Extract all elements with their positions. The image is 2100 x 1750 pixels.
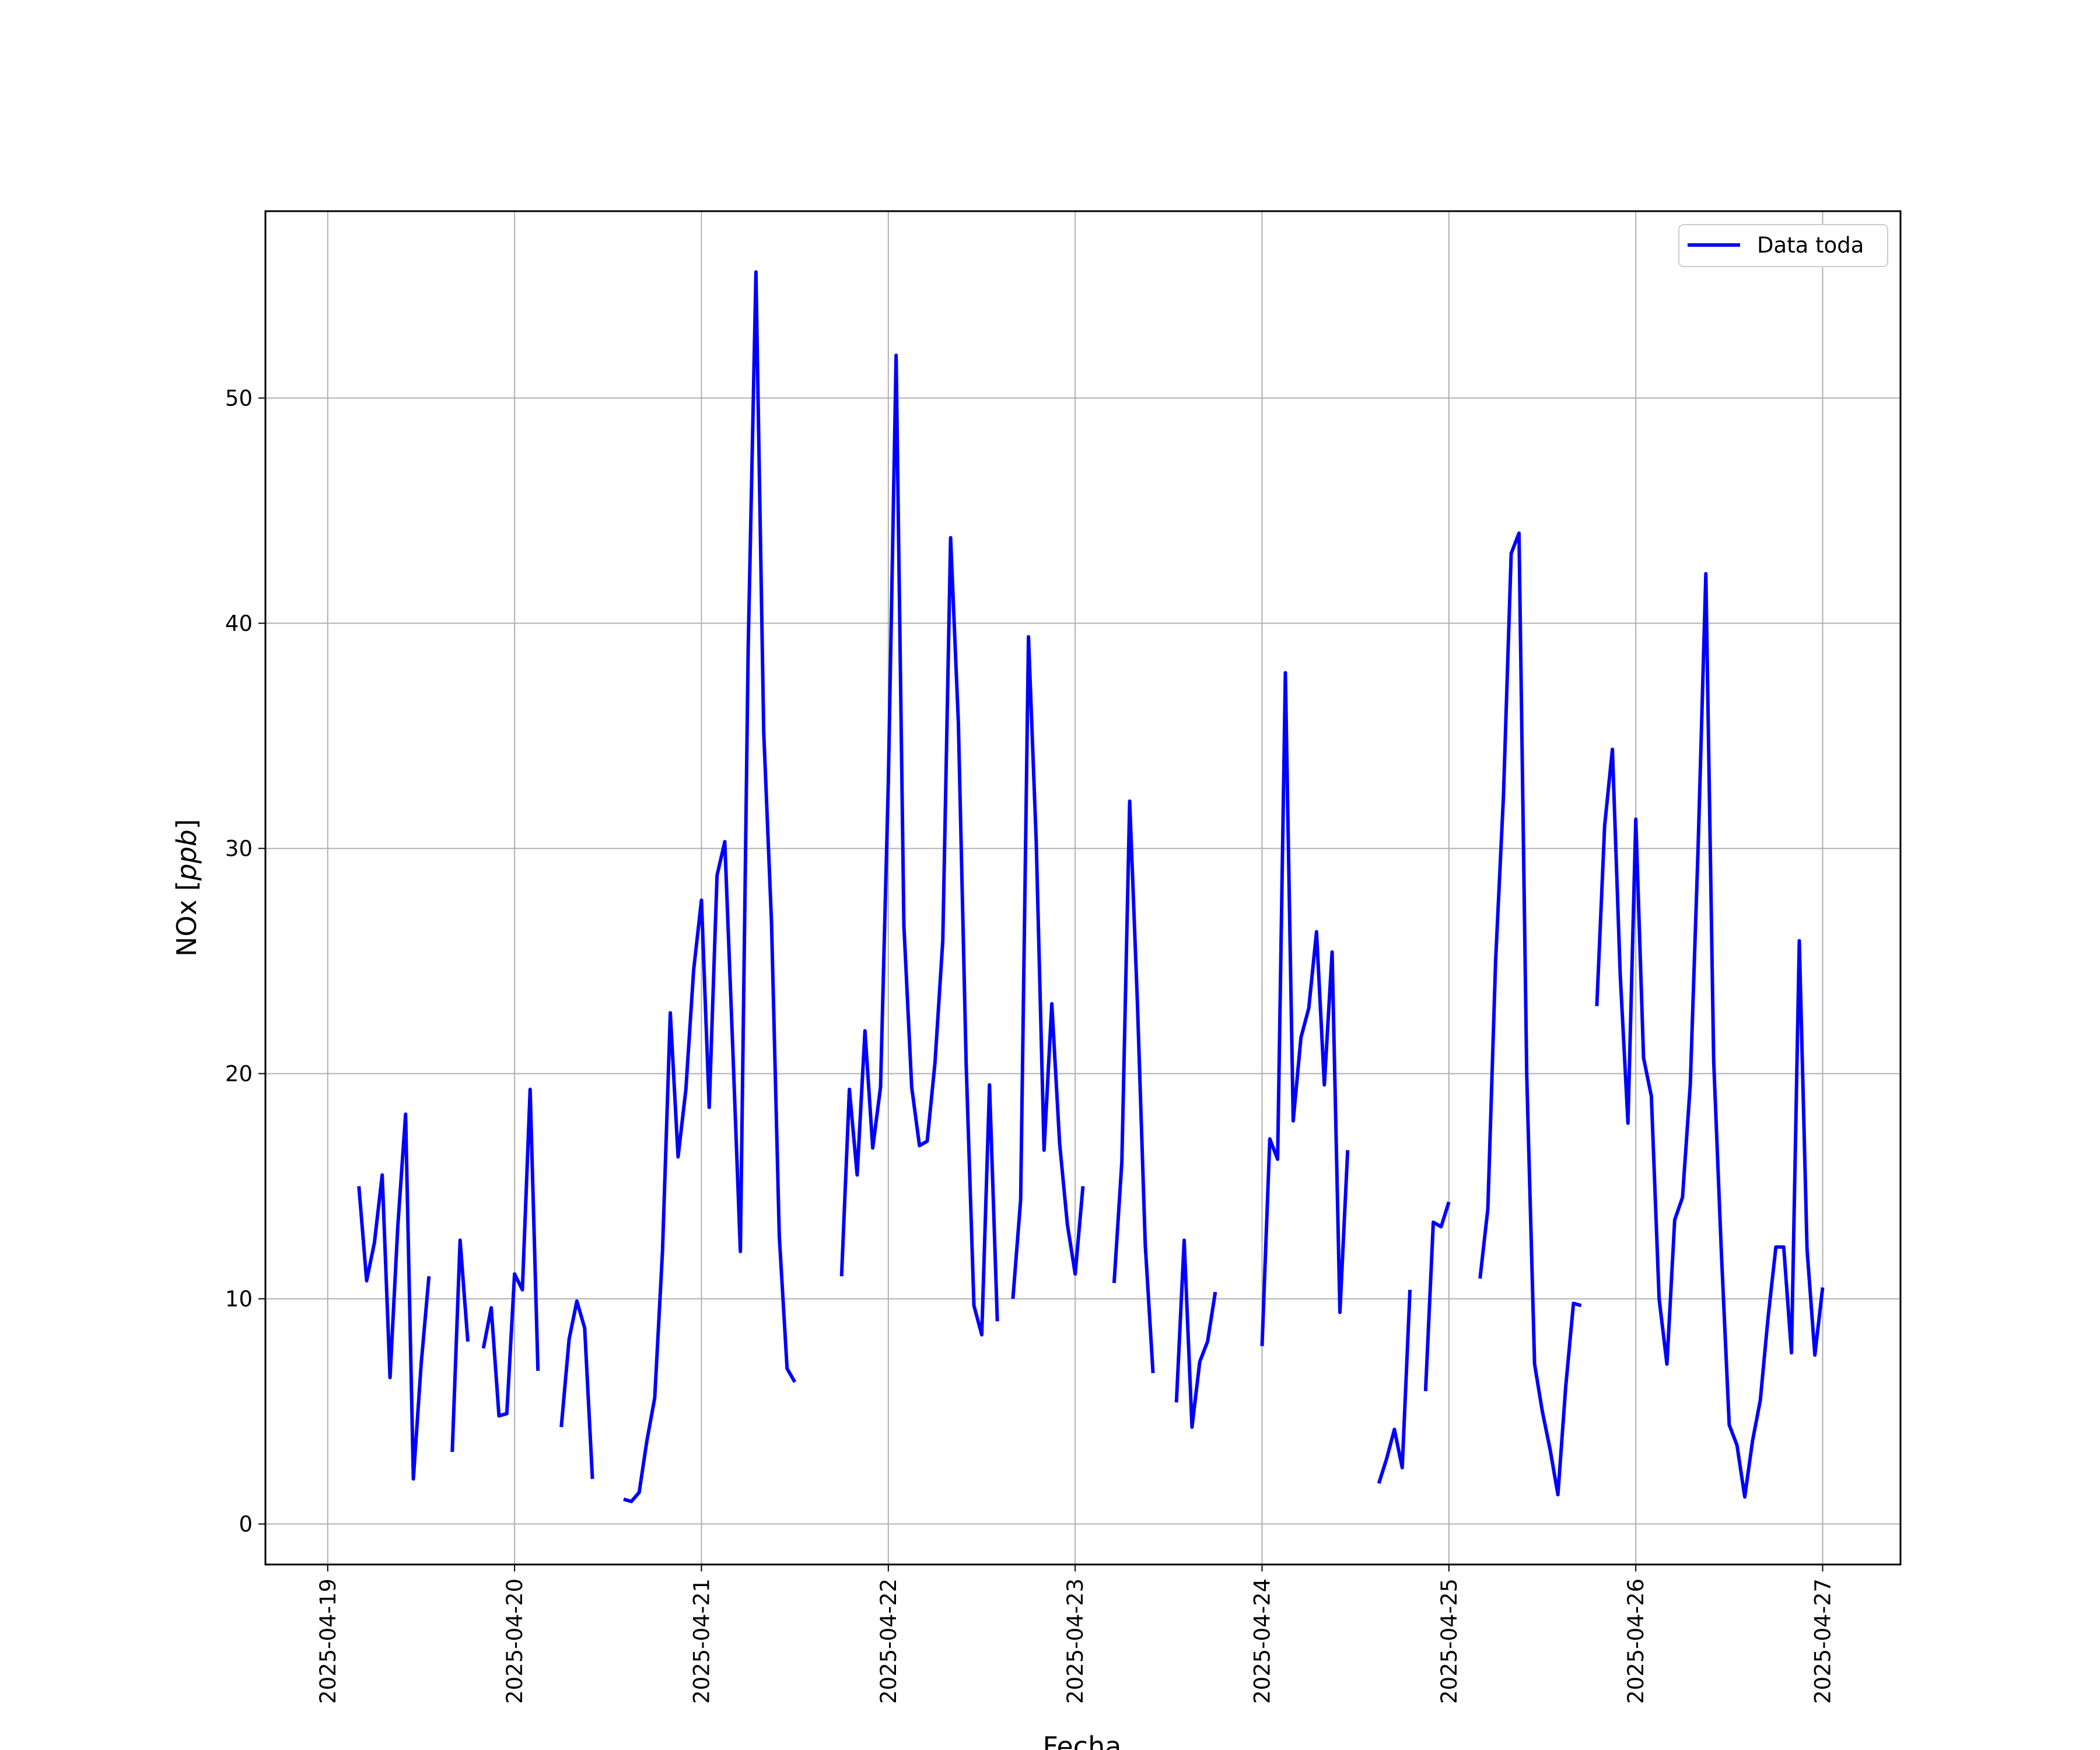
y-axis-label-text: NOx: [171, 900, 202, 957]
series-line-segment: [1112, 799, 1155, 1374]
series-lines: [357, 270, 1825, 1503]
plot-frame: [264, 210, 1902, 1566]
series-line-segment: [839, 354, 999, 1337]
series-line-segment: [357, 1112, 431, 1481]
legend-label: Data toda: [1757, 233, 1864, 258]
y-axis-label: NOx [ppb]: [171, 819, 202, 957]
series-line-segment: [1423, 1201, 1451, 1391]
series-line-segment: [1260, 671, 1350, 1346]
x-tick-label: 2025-04-23: [1063, 1578, 1088, 1704]
x-tick-label: 2025-04-27: [1811, 1578, 1836, 1704]
series-line-segment: [1174, 1238, 1217, 1429]
axis-ticks: 0 10 20 30 40 50 2025-04-19 2025-04-20 2025-04-2…: [225, 386, 1836, 1704]
legend-box: [1678, 224, 1888, 267]
series-line-segment: [1011, 635, 1085, 1299]
x-tick-label: 2025-04-26: [1623, 1578, 1648, 1704]
series-line-segment: [1595, 572, 1825, 1499]
series-line-segment: [1478, 531, 1582, 1497]
y-tick-label: 30: [225, 836, 253, 861]
y-tick-label: 0: [239, 1512, 253, 1537]
y-tick-label: 20: [225, 1061, 253, 1086]
y-axis-label-close: ]: [171, 819, 202, 830]
x-axis-label: Fecha: [1043, 1731, 1122, 1750]
x-tick-label: 2025-04-19: [316, 1578, 341, 1704]
series-line-segment: [623, 270, 797, 1503]
x-tick-label: 2025-04-24: [1250, 1578, 1275, 1704]
x-tick-label: 2025-04-20: [502, 1578, 527, 1704]
x-tick-label: 2025-04-25: [1437, 1578, 1462, 1704]
series-line-segment: [450, 1238, 470, 1452]
y-axis-label-unit: ppb: [171, 830, 202, 881]
y-tick-label: 40: [225, 611, 253, 636]
y-axis-label-open: [: [171, 881, 202, 900]
series-line-segment: [559, 1299, 594, 1479]
legend: Data toda: [1678, 224, 1888, 267]
grid-lines: [265, 211, 1901, 1564]
y-tick-label: 10: [225, 1286, 253, 1311]
y-tick-label: 50: [225, 386, 253, 411]
series-line-segment: [1377, 1289, 1412, 1484]
x-tick-label: 2025-04-22: [876, 1578, 901, 1704]
series-line-segment: [481, 1087, 540, 1418]
x-tick-label: 2025-04-21: [689, 1578, 714, 1704]
